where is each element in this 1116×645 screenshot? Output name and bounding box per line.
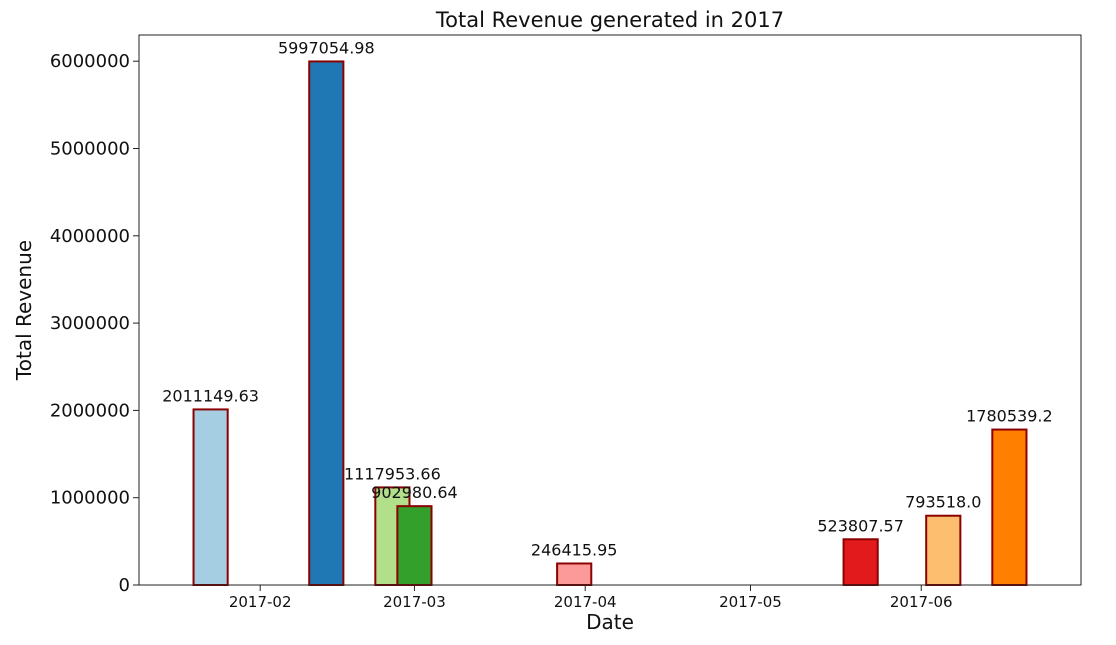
- bar-value-label: 902980.64: [371, 483, 458, 502]
- bar-value-label: 246415.95: [531, 540, 618, 559]
- bar-value-label: 1117953.66: [344, 464, 441, 483]
- y-tick-label: 5000000: [50, 138, 130, 159]
- bar: [991, 428, 1028, 586]
- chart-title: Total Revenue generated in 2017: [435, 8, 784, 32]
- bar-value-label: 793518.0: [905, 493, 981, 512]
- bar-value-label: 1780539.2: [966, 407, 1053, 426]
- bar-value-label: 2011149.63: [162, 386, 259, 405]
- bar: [842, 538, 879, 586]
- plot-frame: [138, 34, 1082, 586]
- y-tick-label: 6000000: [50, 51, 130, 72]
- y-tick-label: 0: [119, 575, 130, 596]
- bar: [192, 408, 229, 586]
- plot-area: 0 1000000 2000000 3000000 4000000 5000000 6000…: [50, 38, 1053, 611]
- bar: [925, 514, 962, 586]
- bar-value-label: 5997054.98: [278, 38, 375, 57]
- bar: [556, 562, 593, 586]
- y-tick-label: 4000000: [50, 226, 130, 247]
- bar: [396, 505, 433, 587]
- y-tick-label: 3000000: [50, 313, 130, 334]
- y-tick-label: 2000000: [50, 400, 130, 421]
- x-tick-label: 2017-05: [719, 593, 782, 611]
- x-tick-label: 2017-06: [890, 593, 953, 611]
- x-tick-label: 2017-04: [554, 593, 617, 611]
- x-tick-label: 2017-03: [383, 593, 446, 611]
- x-tick-label: 2017-02: [229, 593, 292, 611]
- y-tick-label: 1000000: [50, 488, 130, 509]
- y-axis-label: Total Revenue: [12, 240, 36, 381]
- x-axis-label: Date: [586, 610, 634, 634]
- bar-value-label: 523807.57: [817, 516, 904, 535]
- bar: [308, 60, 345, 587]
